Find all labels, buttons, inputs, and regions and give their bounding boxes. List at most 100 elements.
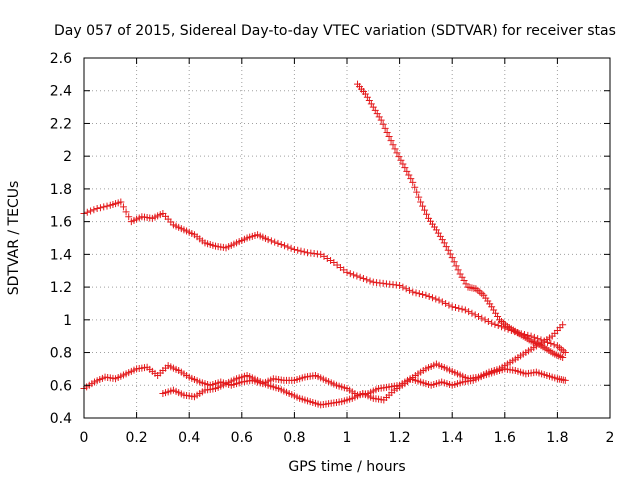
data-point	[435, 296, 443, 304]
y-tick-label: 2	[63, 149, 72, 165]
data-point	[547, 340, 555, 348]
y-tick-label: 0.8	[50, 346, 72, 362]
data-point	[274, 239, 282, 247]
data-point	[297, 247, 305, 255]
data-point	[366, 277, 374, 285]
data-point	[405, 286, 413, 294]
data-point	[383, 128, 391, 136]
data-point	[393, 149, 401, 157]
data-point	[350, 271, 358, 279]
data-point	[395, 153, 403, 161]
data-point	[422, 291, 430, 299]
data-point	[409, 288, 417, 296]
y-tick-label: 1.8	[50, 182, 72, 198]
data-point	[397, 156, 405, 164]
data-point	[96, 204, 104, 212]
data-point	[346, 270, 354, 278]
data-point	[125, 213, 133, 221]
data-point	[415, 193, 423, 201]
data-point	[391, 145, 399, 153]
data-point	[90, 206, 98, 214]
data-point	[409, 178, 417, 186]
data-point	[399, 160, 407, 168]
data-point	[530, 333, 538, 341]
data-point	[559, 353, 567, 361]
data-point	[561, 376, 569, 384]
data-point	[461, 306, 469, 314]
data-point	[271, 238, 279, 246]
data-point	[484, 317, 492, 325]
x-tick-label: 2	[606, 430, 615, 446]
data-point	[445, 301, 453, 309]
x-tick-label: 1.8	[546, 430, 568, 446]
data-point	[448, 254, 456, 262]
y-tick-label: 2.6	[50, 51, 72, 67]
data-point	[381, 124, 389, 132]
data-point	[396, 281, 404, 289]
data-point	[93, 205, 101, 213]
data-point	[468, 309, 476, 317]
satellite-track-2	[354, 80, 567, 361]
x-tick-label: 1.6	[494, 430, 516, 446]
x-tick-label: 0.4	[178, 430, 200, 446]
data-point	[471, 311, 479, 319]
data-point	[440, 239, 448, 247]
x-tick-label: 1.4	[441, 430, 463, 446]
data-point	[446, 250, 454, 258]
data-point	[103, 202, 111, 210]
data-point	[452, 262, 460, 270]
data-point	[478, 314, 486, 322]
data-point	[264, 236, 272, 244]
data-point	[550, 341, 558, 349]
x-axis-title: GPS time / hours	[288, 459, 405, 475]
data-point	[119, 203, 127, 211]
data-point	[451, 304, 459, 312]
data-point	[87, 207, 95, 215]
data-point	[407, 175, 415, 183]
y-tick-label: 1.6	[50, 215, 72, 231]
data-point	[83, 208, 91, 216]
data-point	[353, 272, 361, 280]
y-tick-label: 1.4	[50, 247, 72, 263]
data-point	[475, 313, 482, 321]
data-point	[387, 137, 395, 145]
data-point	[267, 237, 275, 245]
x-tick-label: 0.8	[283, 430, 305, 446]
chart-marks	[80, 80, 569, 409]
data-point	[411, 183, 419, 191]
y-tick-label: 2.2	[50, 116, 72, 132]
data-point	[544, 338, 552, 346]
satellite-track-1	[80, 198, 569, 357]
data-point	[290, 245, 298, 253]
data-point	[419, 290, 427, 298]
data-point	[450, 258, 458, 266]
x-tick-label: 1	[343, 430, 352, 446]
data-point	[122, 208, 130, 216]
x-tick-label: 0	[80, 430, 89, 446]
data-point	[425, 293, 433, 300]
chart-ticks: 0 0.2 0.4 0.6 0.8 1 1.2 1.4 1.6 1.8 2 0.4 0.6 0.8 1 1.2…	[50, 51, 615, 446]
data-point	[415, 290, 423, 298]
x-tick-label: 1.2	[388, 430, 410, 446]
data-point	[423, 210, 431, 218]
data-point	[559, 321, 567, 329]
y-tick-label: 0.4	[50, 411, 72, 427]
data-point	[401, 164, 409, 172]
data-point	[412, 289, 420, 297]
data-point	[419, 202, 427, 210]
x-tick-label: 0.2	[125, 430, 147, 446]
data-point	[300, 248, 308, 256]
data-point	[377, 116, 385, 124]
data-point	[454, 266, 462, 274]
data-point	[405, 171, 413, 179]
data-point	[444, 246, 452, 254]
satellite-track-3	[80, 362, 569, 399]
y-tick-label: 1.2	[50, 280, 72, 296]
data-point	[448, 303, 456, 311]
data-point	[458, 305, 466, 313]
data-point	[294, 246, 302, 254]
data-point	[402, 285, 410, 293]
chart-grid	[84, 58, 610, 418]
data-point	[385, 133, 393, 141]
